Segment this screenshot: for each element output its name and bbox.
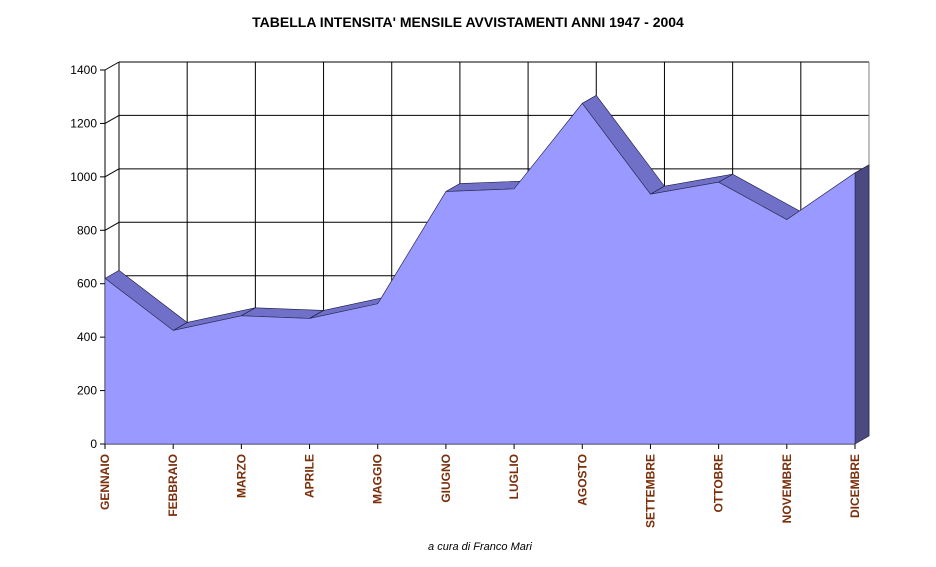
y-tick-label: 1200 [70,116,97,130]
y-tick-labels: 0 200 400 600 800 1000 1200 1400 [70,63,97,451]
area-front-face [104,102,856,445]
x-tick-label: MARZO [234,454,248,498]
x-tick-label: OTTOBRE [712,454,726,512]
x-tick-labels: GENNAIO FEBBRAIO MARZO APRILE MAGGIO GIUGNO LU… [98,454,862,528]
x-tick-label: GENNAIO [98,454,112,510]
gridline-wall [104,61,120,71]
y-tick-label: 0 [90,437,97,451]
gridline-wall [104,221,120,231]
gridline-wall [104,114,120,124]
x-tick-label: APRILE [303,454,317,498]
y-tick-label: 200 [77,384,97,398]
x-tick-label: GIUGNO [439,454,453,503]
x-tick-label: DICEMBRE [848,454,862,518]
y-tick-label: 400 [77,330,97,344]
y-tick-label: 800 [77,223,97,237]
x-tick-label: MAGGIO [371,454,385,504]
y-tick-label: 1000 [70,170,97,184]
y-tick-label: 1400 [70,63,97,77]
y-tick-label: 600 [77,277,97,291]
x-tick-label: FEBBRAIO [166,454,180,517]
x-tick-label: LUGLIO [507,454,521,499]
gridline-wall [104,168,120,178]
x-tick-label: AGOSTO [575,454,589,506]
area-side-face [854,164,870,445]
credit-note: a cura di Franco Mari [428,541,532,553]
x-tick-label: NOVEMBRE [780,454,794,523]
x-tick-label: SETTEMBRE [643,454,657,528]
chart-title: TABELLA INTENSITA' MENSILE AVVISTAMENTI … [252,14,684,30]
area-series [104,95,870,445]
